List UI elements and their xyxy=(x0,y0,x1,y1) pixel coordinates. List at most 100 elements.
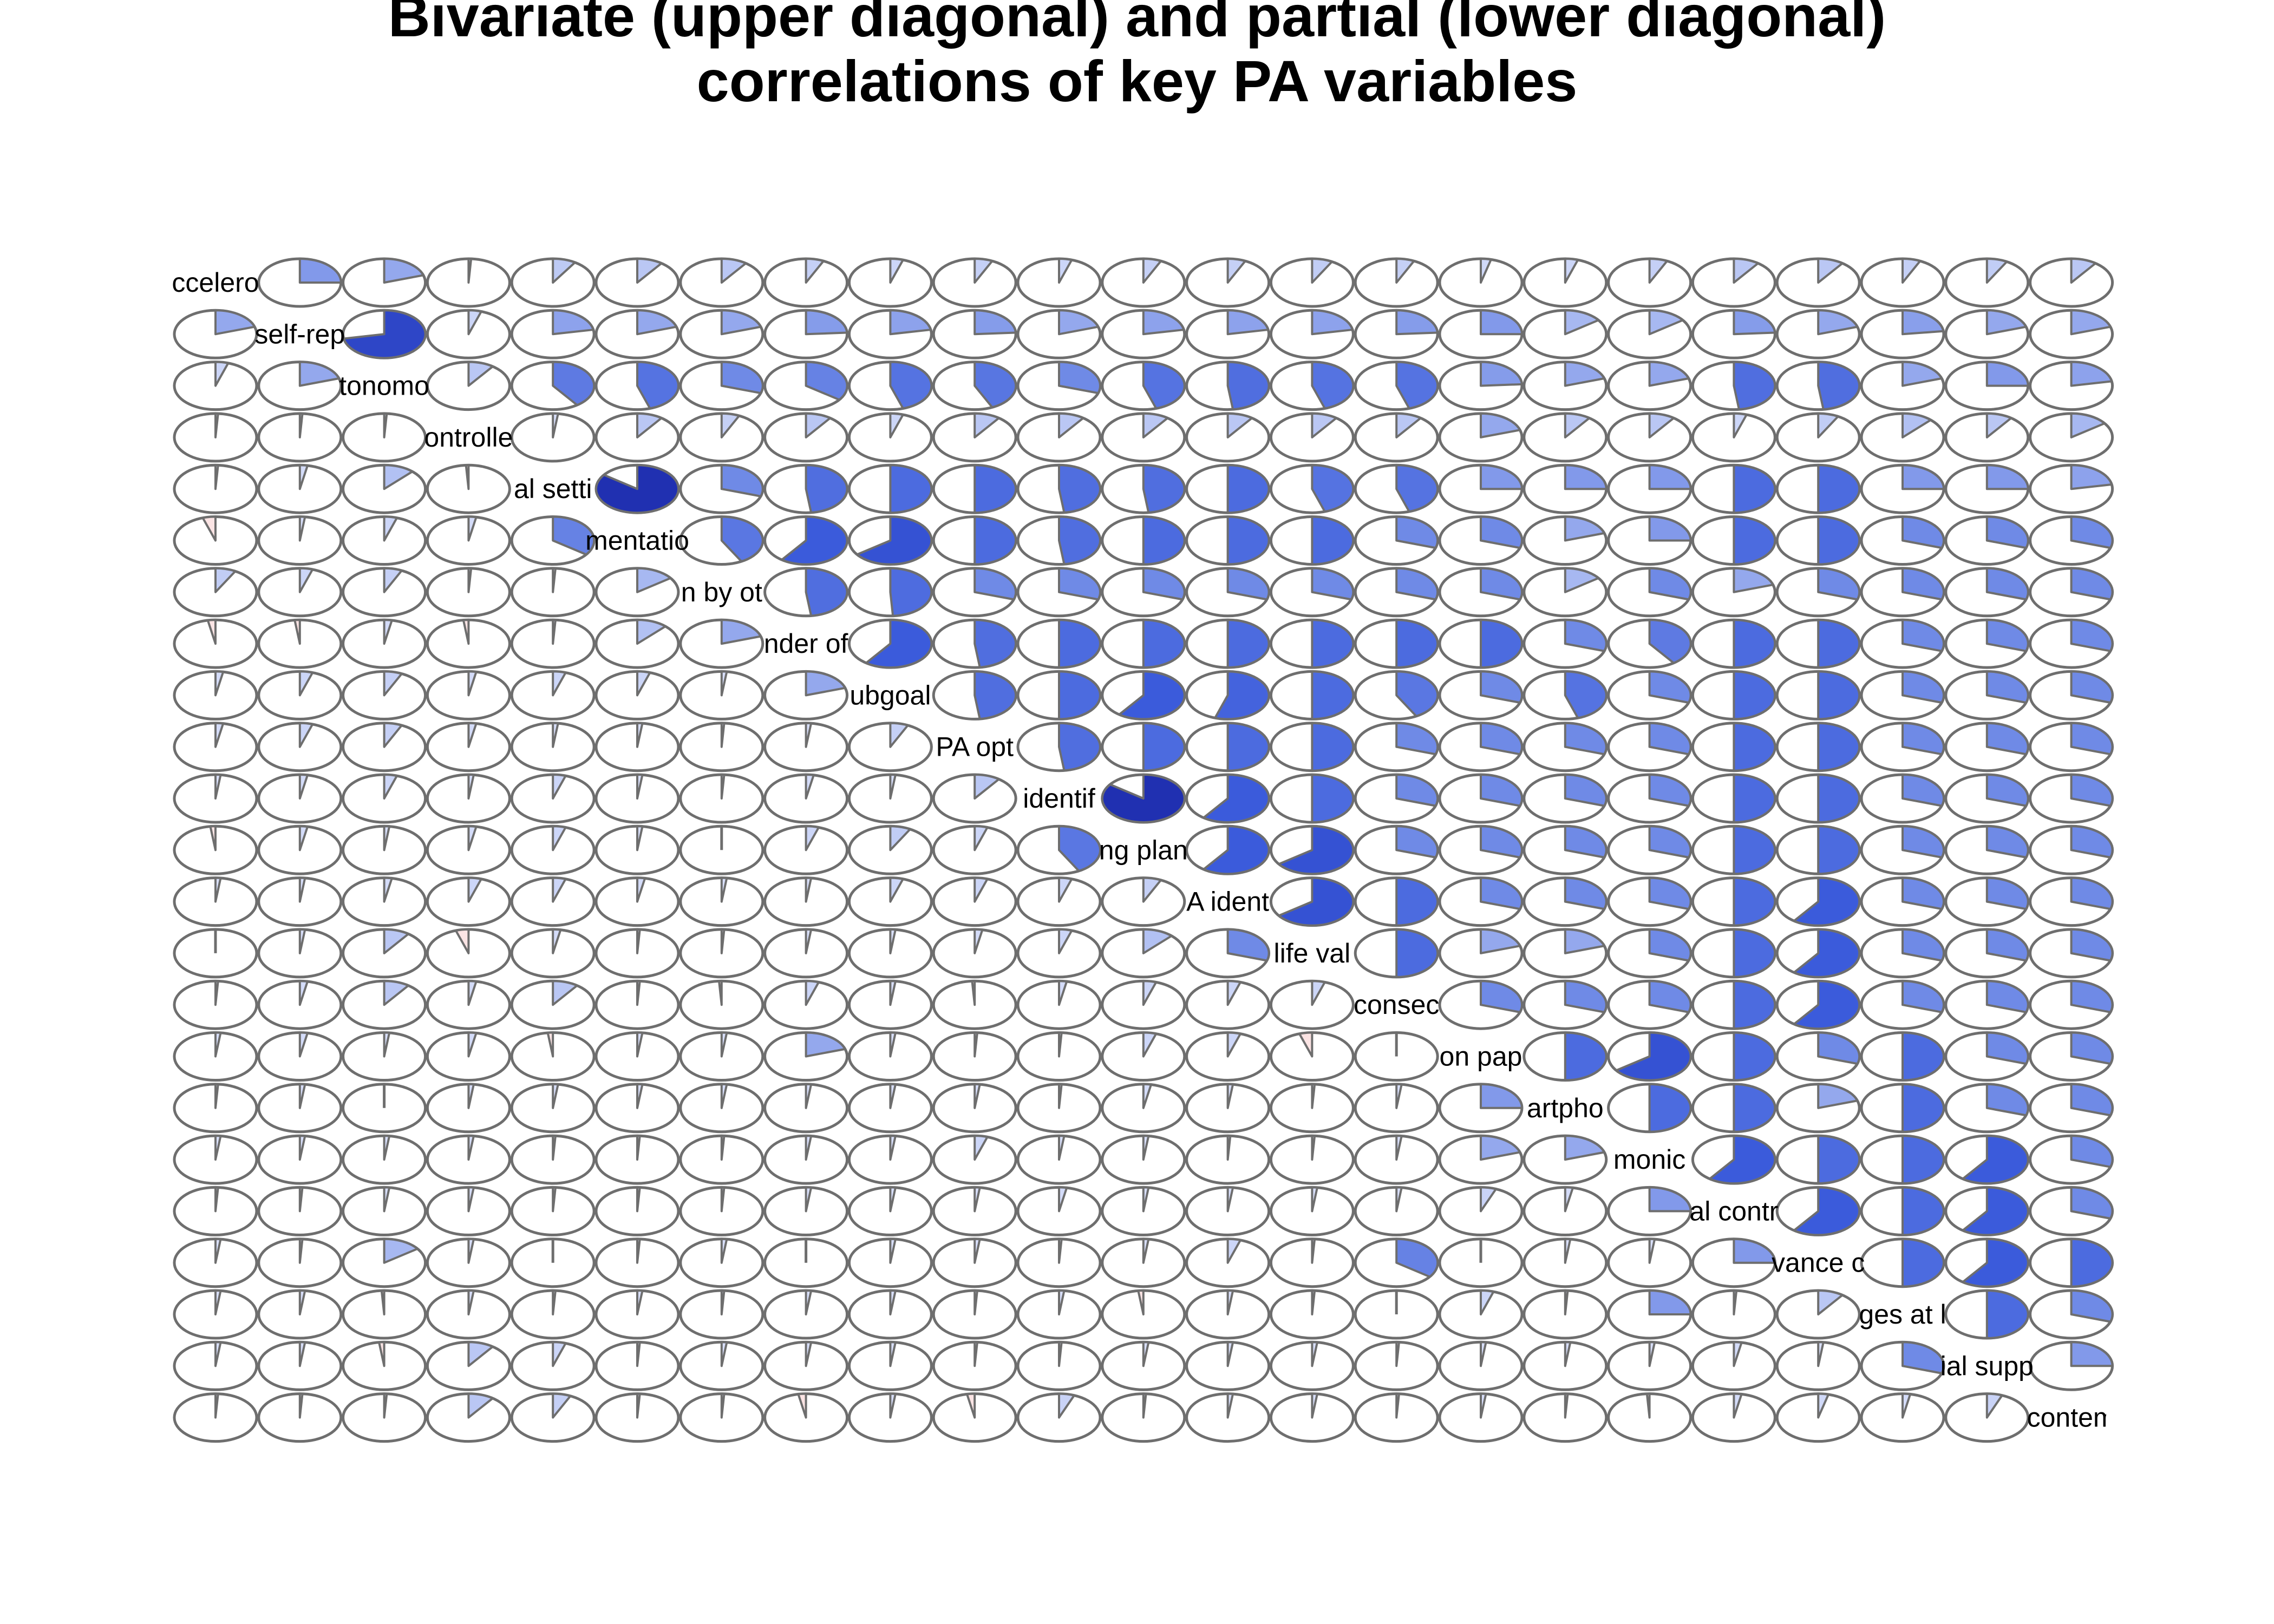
pie-wedge xyxy=(1648,722,1692,756)
lower-pie-r12-c0 xyxy=(173,876,258,927)
pie-wedge xyxy=(1311,670,1355,721)
pie-wedge xyxy=(1395,876,1439,927)
pie-wedge xyxy=(1142,876,1162,903)
pie-wedge xyxy=(298,1289,306,1315)
pie-wedge xyxy=(973,361,1017,409)
pie-wedge xyxy=(1226,980,1242,1006)
upper-pie-r1-c4 xyxy=(510,309,596,359)
pie-wedge xyxy=(467,980,478,1006)
pie-wedge xyxy=(1962,1237,2029,1288)
pie-wedge xyxy=(1395,309,1439,336)
pie-wedge xyxy=(1395,1135,1403,1161)
variable-label: ng plan xyxy=(1099,835,1188,865)
upper-pie-r0-c10 xyxy=(1016,257,1102,308)
pie-wedge xyxy=(1985,825,2029,859)
pie-wedge xyxy=(1901,309,1945,336)
pie-wedge xyxy=(1901,258,1922,284)
pie-wedge xyxy=(1226,1083,1234,1109)
upper-pie-r9-c12 xyxy=(1185,722,1271,772)
upper-pie-r8-c19 xyxy=(1775,670,1861,721)
lower-pie-r14-c6 xyxy=(679,979,764,1030)
pie-wedge xyxy=(209,825,217,852)
pie-wedge xyxy=(1793,1186,1861,1236)
upper-pie-r3-c10 xyxy=(1016,412,1102,463)
lower-pie-r10-c8 xyxy=(847,773,933,824)
upper-pie-r1-c13 xyxy=(1269,309,1355,359)
upper-pie-r10-c11 xyxy=(1101,773,1186,824)
lower-pie-r19-c9 xyxy=(932,1237,1017,1288)
pie-wedge xyxy=(1564,774,1608,807)
upper-pie-r1-c20 xyxy=(1860,309,1945,359)
pie-wedge xyxy=(214,722,225,748)
lower-pie-r21-c7 xyxy=(763,1340,849,1391)
lower-pie-r8-c7 xyxy=(763,670,849,721)
pie-wedge xyxy=(1480,1289,1495,1315)
upper-pie-r17-c19 xyxy=(1775,1134,1861,1185)
lower-pie-r2-c0 xyxy=(173,361,258,411)
upper-pie-r1-c22 xyxy=(2029,309,2114,359)
pie-wedge xyxy=(889,257,904,284)
pie-wedge xyxy=(1058,670,1101,721)
upper-pie-r6-c14 xyxy=(1354,567,1439,618)
lower-pie-r19-c6 xyxy=(679,1237,764,1288)
pie-wedge xyxy=(1480,722,1523,756)
upper-pie-r0-c18 xyxy=(1691,257,1776,308)
upper-pie-r5-c14 xyxy=(1354,515,1439,566)
pie-wedge xyxy=(889,1186,897,1213)
lower-pie-r18-c2 xyxy=(342,1186,427,1236)
upper-pie-r12-c17 xyxy=(1607,876,1693,927)
pie-wedge xyxy=(2070,928,2114,962)
upper-pie-r3-c14 xyxy=(1354,412,1439,463)
lower-pie-r22-c9 xyxy=(932,1392,1017,1443)
pie-wedge xyxy=(1901,1135,1945,1185)
pie-wedge xyxy=(973,412,1000,438)
upper-pie-r0-c6 xyxy=(679,257,764,308)
pie-wedge xyxy=(1058,1289,1066,1315)
lower-pie-r17-c2 xyxy=(342,1134,427,1185)
pie-wedge xyxy=(636,567,672,593)
pie-wedge xyxy=(293,619,301,645)
upper-pie-r14-c19 xyxy=(1775,979,1861,1030)
lower-pie-r11-c1 xyxy=(257,824,343,875)
pie-wedge xyxy=(889,876,904,903)
upper-pie-r15-c22 xyxy=(2029,1031,2114,1082)
pie-wedge xyxy=(1395,567,1439,601)
pie-wedge xyxy=(1142,515,1186,566)
pie-wedge xyxy=(462,619,470,645)
lower-pie-r19-c15 xyxy=(1438,1237,1524,1288)
pie-wedge xyxy=(805,309,848,336)
upper-pie-r11-c21 xyxy=(1944,824,2030,875)
lower-pie-r8-c3 xyxy=(426,670,511,721)
pie-wedge xyxy=(1648,1186,1692,1213)
pie-wedge xyxy=(383,670,403,697)
pie-wedge xyxy=(636,1083,644,1109)
upper-pie-r5-c12 xyxy=(1185,515,1271,566)
pie-wedge xyxy=(973,1341,978,1367)
upper-pie-r6-c19 xyxy=(1775,567,1861,618)
pie-wedge xyxy=(1311,1083,1316,1109)
pie-wedge xyxy=(1058,1186,1068,1213)
pie-wedge xyxy=(1817,309,1859,336)
pie-wedge xyxy=(1901,928,1945,962)
upper-pie-r12-c21 xyxy=(1944,876,2030,927)
pie-wedge xyxy=(1395,258,1415,284)
lower-pie-r20-c3 xyxy=(426,1289,511,1340)
upper-pie-r11-c18 xyxy=(1691,824,1776,875)
lower-pie-r17-c15 xyxy=(1438,1134,1524,1185)
lower-pie-r6-c5 xyxy=(594,567,680,618)
upper-pie-r9-c20 xyxy=(1860,722,1945,772)
lower-pie-r14-c8 xyxy=(847,979,933,1030)
lower-pie-r21-c19 xyxy=(1775,1340,1861,1391)
upper-pie-r8-c16 xyxy=(1522,670,1608,721)
pie-wedge xyxy=(1480,774,1523,807)
upper-pie-r4-c21 xyxy=(1944,463,2030,514)
pie-wedge xyxy=(1480,1135,1521,1161)
lower-pie-r16-c12 xyxy=(1185,1083,1271,1134)
variable-label: on pap xyxy=(1440,1042,1522,1072)
upper-pie-r13-c22 xyxy=(2029,928,2114,979)
pie-wedge xyxy=(552,309,594,336)
pie-wedge xyxy=(720,1083,728,1109)
lower-pie-r22-c6 xyxy=(679,1392,764,1443)
upper-pie-r9-c19 xyxy=(1775,722,1861,772)
upper-pie-r0-c3 xyxy=(426,257,511,308)
